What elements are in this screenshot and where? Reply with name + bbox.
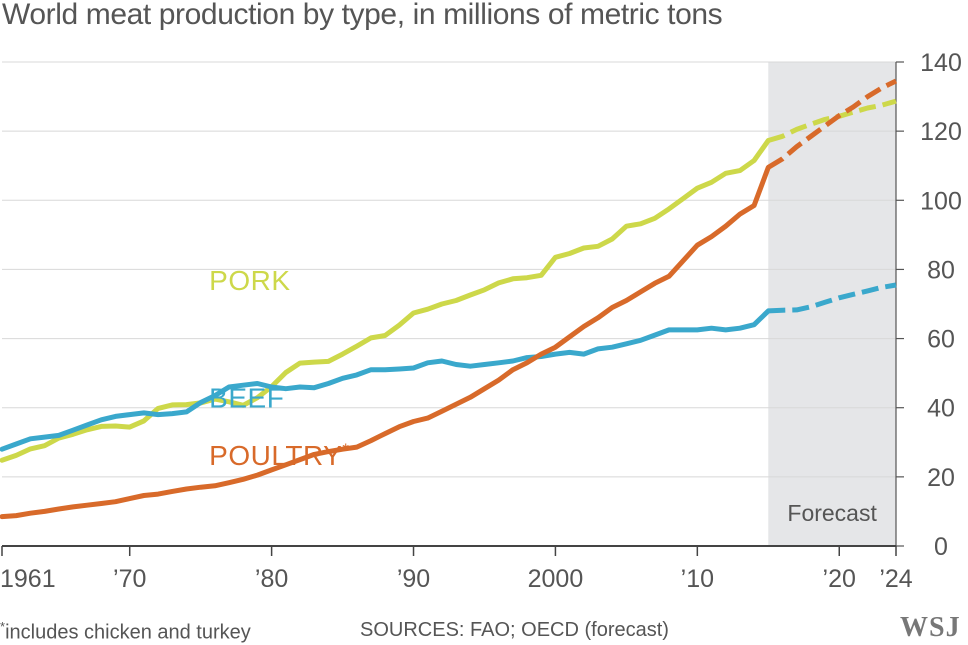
y-tick-label: 60: [927, 326, 955, 354]
forecast-band: [768, 62, 896, 546]
poultry-label: POULTRY*: [209, 440, 349, 471]
footnote-mark: *: [0, 619, 6, 634]
y-tick-label: 80: [927, 256, 955, 284]
beef-label-text: BEEF: [209, 383, 284, 414]
pork-label: PORK: [209, 265, 290, 296]
y-tick-label: 120: [920, 118, 962, 146]
x-tick-label: ’70: [113, 565, 146, 593]
y-tick-label: 20: [927, 464, 955, 492]
y-tick-label: 100: [920, 187, 962, 215]
chart-title: World meat production by type, in millio…: [2, 0, 723, 31]
poultry-label-mark: *: [342, 440, 349, 459]
beef-line: [0, 308, 771, 452]
x-tick-label: ’10: [681, 565, 714, 593]
pork-forecast-line: [767, 98, 897, 143]
poultry-label-text: POULTRY: [209, 440, 342, 471]
series-lines: [0, 78, 898, 520]
forecast-label: Forecast: [787, 500, 877, 526]
x-tick-label: ’24: [879, 565, 912, 593]
series-labels: PORK BEEF POULTRY*: [209, 265, 349, 471]
y-tick-label: 140: [920, 49, 962, 77]
wsj-logo: WSJ: [900, 612, 961, 643]
beef-forecast-line: [768, 282, 897, 314]
x-tick-label: ’80: [255, 565, 288, 593]
x-tick-label: 1961: [0, 565, 56, 593]
forecast-region: Forecast: [768, 62, 896, 546]
beef-label: BEEF: [209, 383, 284, 414]
x-tick-label: ’20: [823, 565, 856, 593]
footnote-text: includes chicken and turkey: [5, 621, 251, 644]
y-tick-label: 0: [934, 533, 948, 561]
y-tick-label: 40: [927, 395, 955, 423]
x-tick-label: 2000: [528, 565, 584, 593]
axes: 0 20 40 60 80 100 120 140 1961 ’70 ’80 ’90 2000 ’10 ’2…: [0, 49, 962, 593]
x-tick-label: ’90: [397, 565, 430, 593]
poultry-forecast-line: [767, 78, 898, 170]
pork-label-text: PORK: [209, 265, 290, 296]
sources-note: SOURCES: FAO; OECD (forecast): [360, 619, 669, 641]
poultry-line: [0, 164, 771, 520]
pork-line: [0, 138, 771, 463]
footnote: *includes chicken and turkey: [0, 619, 251, 645]
